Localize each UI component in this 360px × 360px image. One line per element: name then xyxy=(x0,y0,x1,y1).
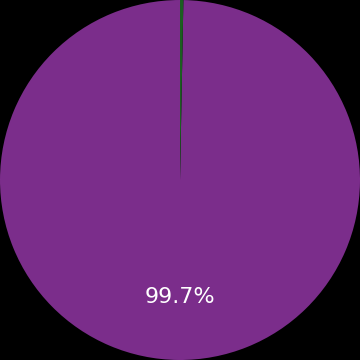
Wedge shape xyxy=(180,0,183,180)
Text: 99.7%: 99.7% xyxy=(145,287,215,307)
